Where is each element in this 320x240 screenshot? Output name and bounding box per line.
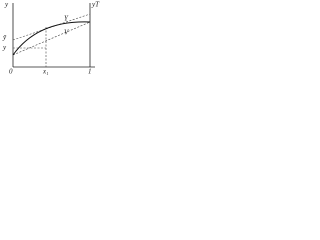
- tick-label: 1: [88, 68, 92, 76]
- line-label: V: [64, 29, 69, 37]
- tangent: [12, 13, 91, 41]
- curve-label: Y: [64, 15, 69, 23]
- tick-label: x₁: [42, 68, 49, 76]
- level-label: ȳ: [2, 34, 7, 42]
- curve: [12, 21, 91, 56]
- axis-label: yT: [91, 1, 100, 9]
- tick-label: 0: [9, 68, 13, 76]
- axis-label: y: [4, 1, 9, 9]
- diagram: y yT Y V ȳ y 0 x₁ 1: [2, 1, 100, 76]
- level-label: y: [2, 44, 7, 52]
